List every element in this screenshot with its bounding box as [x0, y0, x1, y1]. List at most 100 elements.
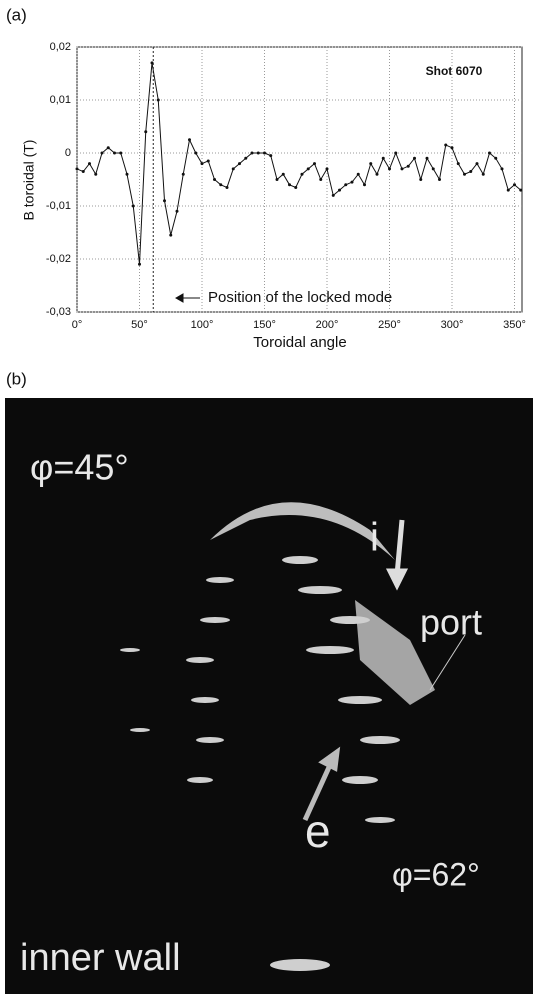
data-point	[144, 130, 148, 134]
panel-label: (b)	[6, 369, 27, 388]
data-point	[256, 151, 260, 155]
data-point	[194, 151, 198, 155]
data-point	[125, 172, 129, 176]
streaks	[120, 556, 400, 971]
data-point	[425, 156, 429, 160]
data-point	[156, 98, 160, 102]
y-axis-label: B toroidal (T)	[21, 140, 37, 221]
photo-label: port	[420, 602, 482, 643]
data-point	[500, 167, 504, 171]
data-point	[175, 209, 179, 213]
photo-label: i	[370, 516, 379, 560]
data-point	[106, 146, 110, 150]
data-point	[488, 151, 491, 155]
photo-label: e	[305, 805, 331, 857]
data-point	[113, 151, 116, 155]
data-point	[388, 167, 391, 171]
data-point	[188, 138, 191, 142]
data-point	[319, 178, 323, 181]
pointer	[429, 634, 466, 691]
x-tick-label: 0°	[72, 319, 83, 331]
data-point	[169, 233, 173, 237]
data-point	[288, 183, 291, 187]
data-point	[200, 162, 204, 166]
data-point	[413, 156, 416, 160]
data-point	[150, 61, 154, 65]
data-point	[363, 183, 366, 187]
data-point	[381, 156, 385, 160]
x-tick-label: 300°	[441, 319, 464, 331]
arrow	[174, 293, 200, 303]
data-point	[375, 172, 379, 176]
data-point	[219, 183, 223, 187]
data-point	[244, 156, 248, 160]
data-point	[294, 185, 298, 189]
data-point	[275, 178, 279, 181]
data-point	[338, 188, 341, 192]
data-point	[75, 167, 79, 171]
data-point	[131, 204, 135, 208]
data-point	[231, 167, 235, 171]
glow	[210, 502, 395, 560]
data-point	[225, 185, 229, 189]
data-point	[238, 162, 241, 166]
data-point	[325, 167, 329, 171]
data-point	[438, 178, 441, 181]
x-axis-label: Toroidal angle	[253, 334, 346, 351]
y-tick-label: 0,02	[50, 41, 71, 53]
x-tick-label: 100°	[191, 319, 214, 331]
data-point	[306, 167, 310, 171]
x-tick-label: 150°	[253, 319, 276, 331]
y-tick-label: -0,03	[46, 306, 71, 318]
arrow	[385, 519, 409, 591]
data-line	[76, 62, 522, 265]
data-point	[406, 164, 410, 168]
data-point	[356, 172, 360, 176]
data-point	[281, 172, 285, 176]
glow	[355, 600, 435, 705]
data-point	[94, 172, 98, 176]
data-point	[181, 172, 185, 176]
x-tick-label: 350°	[503, 319, 526, 331]
arrow	[302, 746, 341, 822]
data-point	[419, 178, 423, 181]
data-point	[481, 172, 485, 176]
data-point	[431, 167, 435, 171]
data-point	[250, 151, 254, 155]
data-point	[469, 170, 473, 174]
data-point	[506, 188, 510, 192]
data-point	[100, 151, 104, 155]
locked-mode-label: Position of the locked mode	[208, 289, 392, 306]
x-tick-label: 200°	[316, 319, 339, 331]
data-point	[269, 154, 273, 158]
data-point	[331, 193, 335, 197]
y-tick-label: 0	[65, 147, 71, 159]
data-point	[300, 172, 304, 176]
data-point	[513, 183, 516, 187]
data-point	[344, 183, 348, 187]
data-point	[81, 170, 85, 174]
data-point	[138, 262, 141, 266]
data-point	[444, 143, 448, 147]
data-point	[119, 151, 123, 155]
data-point	[313, 162, 316, 166]
data-point	[475, 162, 479, 166]
data-point	[88, 162, 91, 166]
data-point	[450, 146, 454, 150]
data-point	[213, 178, 216, 181]
photo-label: φ=62°	[392, 856, 480, 892]
data-point	[163, 199, 166, 203]
data-point	[394, 151, 398, 155]
data-point	[400, 167, 404, 171]
x-tick-label: 250°	[378, 319, 401, 331]
y-tick-label: -0,02	[46, 253, 71, 265]
data-point	[350, 180, 354, 184]
photo-label: inner wall	[20, 937, 181, 979]
data-point	[263, 151, 266, 155]
annotation: Shot 6070	[426, 64, 483, 78]
y-tick-label: -0,01	[46, 200, 71, 212]
x-tick-label: 50°	[131, 319, 148, 331]
photo-label: φ=45°	[30, 447, 129, 488]
y-tick-label: 0,01	[50, 94, 71, 106]
